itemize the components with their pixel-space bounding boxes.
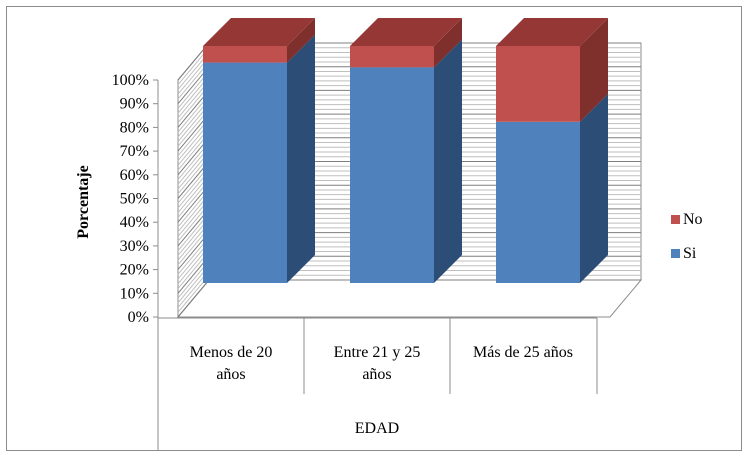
y-tick-label: 90% xyxy=(120,96,149,113)
category-label: años xyxy=(362,366,391,383)
axes xyxy=(153,79,598,451)
bar-front-no xyxy=(350,46,434,68)
y-tick-label: 100% xyxy=(112,72,149,89)
x-axis-label: EDAD xyxy=(355,420,399,437)
bar-top-no xyxy=(203,18,315,46)
bars xyxy=(203,18,608,284)
y-tick-label: 50% xyxy=(120,191,149,208)
y-tick-label: 40% xyxy=(120,214,149,231)
legend-label-no: No xyxy=(683,211,703,228)
bar-front-no xyxy=(203,46,287,63)
y-tick-label: 30% xyxy=(120,238,149,255)
y-tick-label: 80% xyxy=(120,119,149,136)
y-tick-label: 0% xyxy=(128,309,149,326)
bar-side-si xyxy=(580,93,608,283)
category-label: años xyxy=(216,366,245,383)
category-label: Más de 25 años xyxy=(473,344,573,361)
y-tick-label: 10% xyxy=(120,285,149,302)
y-tick-label: 60% xyxy=(120,167,149,184)
bar-front-no xyxy=(496,46,580,122)
legend-swatch-si xyxy=(671,249,680,258)
bar-front-si xyxy=(203,62,287,284)
bar-side-si xyxy=(434,39,462,283)
legend-label-si: Si xyxy=(683,245,697,262)
legend: No Si xyxy=(671,211,703,262)
y-axis-label: Porcentaje xyxy=(75,165,92,238)
category-label: Entre 21 y 25 xyxy=(334,344,421,361)
bar-front-si xyxy=(496,121,580,283)
bar-side-no xyxy=(434,18,462,68)
y-tick-label: 70% xyxy=(120,143,149,160)
bar-side-no xyxy=(580,18,608,122)
y-tick-label: 20% xyxy=(120,262,149,279)
legend-swatch-no xyxy=(671,215,680,224)
bar-side-si xyxy=(287,34,315,284)
bar-front-si xyxy=(350,67,434,283)
bar-top-no xyxy=(496,18,608,46)
floor xyxy=(176,279,643,318)
y-tick-labels: 0% 10% 20% 30% 40% 50% 60% 70% 80% 90% 100% xyxy=(112,72,149,326)
bar-top-no xyxy=(350,18,462,46)
category-label: Menos de 20 xyxy=(190,344,273,361)
bar-side-no xyxy=(287,18,315,63)
category-labels: Menos de 20 años Entre 21 y 25 años Más de 2… xyxy=(190,344,573,383)
